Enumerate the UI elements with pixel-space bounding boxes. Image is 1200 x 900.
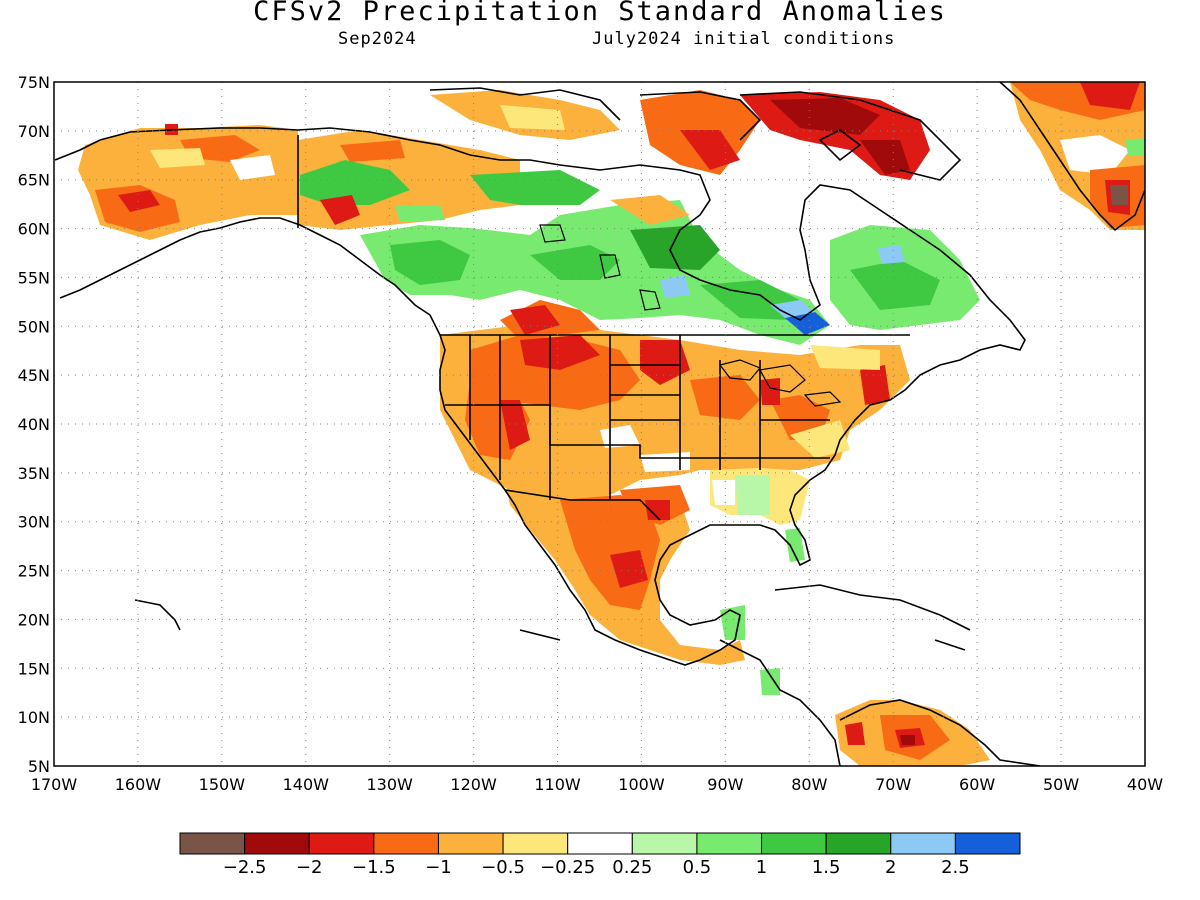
colorbar-swatch [631, 832, 698, 855]
lon-label: 130W [367, 775, 414, 794]
colorbar-label: −2 [296, 857, 323, 878]
lon-label: 90W [707, 775, 743, 794]
lon-label: 60W [959, 775, 995, 794]
colorbar-swatch [502, 832, 569, 855]
lat-label: 50N [18, 317, 50, 336]
colorbar-swatch [179, 832, 246, 855]
colorbar-swatch [954, 832, 1021, 855]
lat-label: 45N [18, 366, 50, 385]
arctic-islands-area [430, 90, 930, 180]
colorbar-label: 0.5 [683, 857, 712, 878]
lat-label: 75N [18, 73, 50, 92]
lon-label: 140W [283, 775, 330, 794]
lon-label: 50W [1043, 775, 1079, 794]
coastlines [54, 82, 1145, 766]
great-lakes-and-lakes [539, 224, 842, 407]
colorbar-swatch [696, 832, 763, 855]
mexico-dry-area [505, 480, 780, 695]
colorbar-label: −0.5 [481, 857, 525, 878]
colorbar-swatch [825, 832, 892, 855]
anomaly-shading [78, 82, 1145, 766]
lat-label: 25N [18, 562, 50, 581]
lat-label: 65N [18, 171, 50, 190]
lat-label: 60N [18, 220, 50, 239]
colorbar-swatch [567, 832, 633, 855]
lat-label: 5N [28, 757, 50, 776]
colorbar-swatch [244, 832, 310, 855]
colorbar-label: 0.25 [612, 857, 652, 878]
lat-label: 55N [18, 268, 50, 287]
colorbar-swatch [373, 832, 439, 855]
valid-month-label: Sep2024 [338, 29, 417, 49]
united-states-dry-area [440, 300, 910, 500]
latitude-labels: 75N 70N 65N 60N 55N 50N 45N 40N 35N 30N 25N 20N 15N 1… [18, 73, 50, 776]
lon-label: 40W [1127, 775, 1163, 794]
colorbar-swatch [437, 832, 504, 855]
colorbar-label: 2.5 [941, 857, 970, 878]
colorbar-label: −0.25 [540, 857, 595, 878]
lat-label: 10N [18, 708, 50, 727]
lon-label: 120W [450, 775, 497, 794]
alaska-dry-area [78, 124, 298, 240]
lat-label: 20N [18, 610, 50, 629]
lon-label: 80W [791, 775, 827, 794]
lon-label: 170W [31, 775, 78, 794]
lon-label: 150W [199, 775, 246, 794]
colorbar-label: −1.5 [352, 857, 396, 878]
lon-label: 110W [534, 775, 581, 794]
lat-label: 35N [18, 464, 50, 483]
colorbar-swatch [308, 832, 375, 855]
northwest-canada-area [298, 130, 520, 230]
lon-label: 160W [115, 775, 162, 794]
colorbar: −2.5 −2 −1.5 −1 −0.5 −0.25 0.25 0.5 1 1.5 2 2.5 [179, 832, 1021, 878]
lon-label: 70W [875, 775, 911, 794]
colorbar-swatch [890, 832, 956, 855]
lat-label: 70N [18, 122, 50, 141]
map-frame [53, 81, 1146, 767]
longitude-labels: 170W 160W 150W 140W 130W 120W 110W 100W 90W 80W 70… [31, 775, 1163, 794]
lat-label: 30N [18, 513, 50, 532]
colorbar-label: 1.5 [812, 857, 841, 878]
colorbar-swatch [761, 832, 827, 855]
south-america-area [835, 700, 990, 766]
initial-conditions-label: July2024 initial conditions [592, 29, 896, 49]
lon-label: 100W [618, 775, 665, 794]
central-canada-green-area [360, 170, 830, 345]
southeast-us-area [710, 468, 810, 562]
map-title: CFSv2 Precipitation Standard Anomalies [253, 0, 947, 27]
greenland-area [1010, 82, 1145, 230]
colorbar-label: 1 [756, 857, 767, 878]
colorbar-label: −2.5 [223, 857, 267, 878]
colorbar-label: 2 [885, 857, 896, 878]
lat-label: 15N [18, 659, 50, 678]
lat-label: 40N [18, 415, 50, 434]
colorbar-label: −1 [425, 857, 452, 878]
